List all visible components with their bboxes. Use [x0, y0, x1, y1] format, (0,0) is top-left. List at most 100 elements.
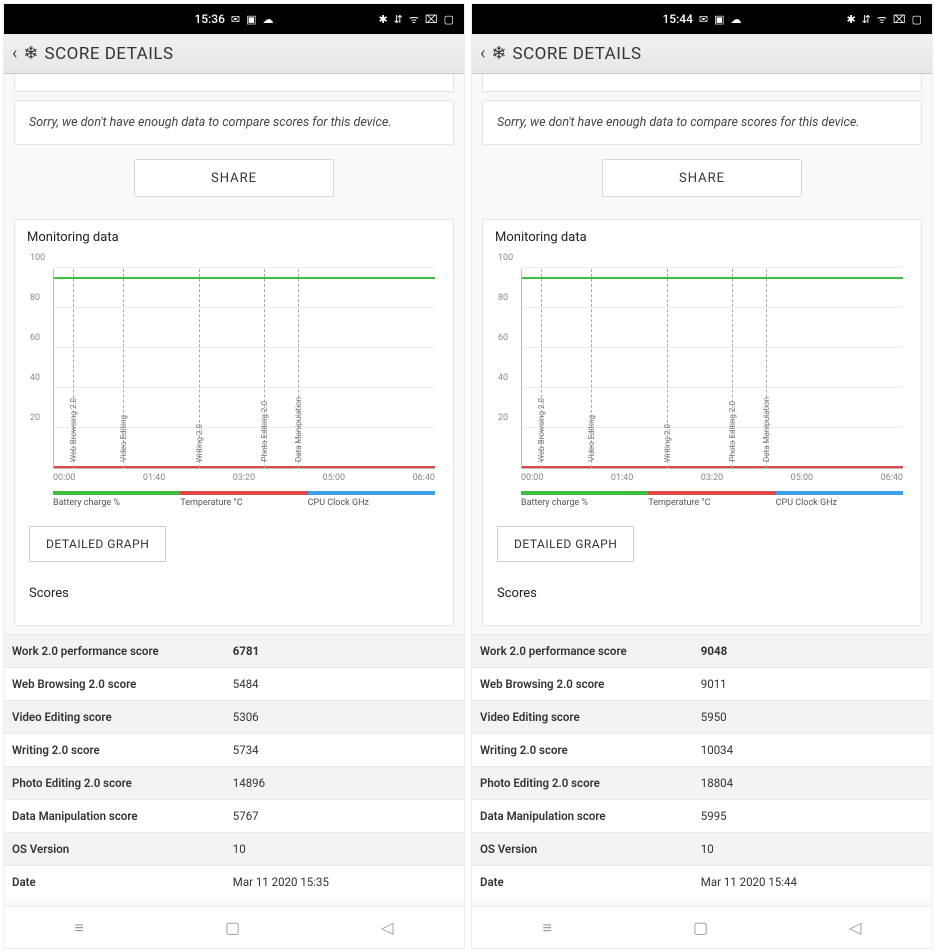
snowflake-icon: ❄ [491, 43, 506, 64]
legend-item: Battery charge % [521, 491, 648, 508]
score-label: Photo Editing 2.0 score [472, 767, 693, 800]
no-data-message: Sorry, we don't have enough data to comp… [497, 115, 907, 130]
score-label: Data Manipulation score [472, 800, 693, 833]
legend-item: Temperature °C [648, 491, 775, 508]
nav-bar: ≡ ▢ ◁ [472, 906, 932, 948]
y-axis-label: 20 [30, 413, 40, 423]
phase-label: Video Editing [119, 415, 128, 462]
chart-legend: Battery charge %Temperature °CCPU Clock … [53, 491, 435, 508]
phone-screenshot: 15:36 ✉▣☁ ✱⇵ᯤ⌧▢ ‹ ❄ SCORE DETAILSSorry, … [4, 4, 464, 948]
table-row: Work 2.0 performance score6781 [4, 635, 464, 668]
share-button[interactable]: SHARE [134, 159, 334, 197]
status-icon: ⌧ [425, 13, 438, 26]
score-value: 5995 [693, 800, 932, 833]
recent-apps-icon[interactable]: ≡ [75, 918, 84, 938]
score-label: Date [4, 866, 225, 899]
home-icon[interactable]: ▢ [225, 918, 240, 937]
x-axis-label: 00:00 [521, 473, 543, 483]
detailed-graph-button[interactable]: DETAILED GRAPH [29, 526, 166, 562]
y-axis-label: 40 [498, 373, 508, 383]
score-label: Data Manipulation score [4, 800, 225, 833]
phase-label: Video Editing [587, 415, 596, 462]
legend-item: Battery charge % [53, 491, 180, 508]
table-row: OS Version10 [472, 833, 932, 866]
line-chart: 20406080100Web Browsing 2.0Video Editing… [521, 269, 903, 469]
table-row: Photo Editing 2.0 score14896 [4, 767, 464, 800]
x-axis-label: 00:00 [53, 473, 75, 483]
score-value: 9011 [693, 668, 932, 701]
no-data-card: Sorry, we don't have enough data to comp… [482, 100, 922, 145]
y-axis-label: 80 [498, 293, 508, 303]
y-axis-label: 40 [30, 373, 40, 383]
score-value: 6781 [225, 635, 464, 668]
score-label: OS Version [472, 833, 693, 866]
scores-table: Work 2.0 performance score9048Web Browsi… [472, 634, 932, 898]
x-axis-label: 01:40 [611, 473, 633, 483]
app-bar: ‹ ❄ SCORE DETAILS [4, 34, 464, 74]
phase-label: Web Browsing 2.0 [537, 398, 546, 462]
score-value: 5767 [225, 800, 464, 833]
table-row: Writing 2.0 score10034 [472, 734, 932, 767]
page-title: SCORE DETAILS [513, 44, 642, 64]
score-value: 5734 [225, 734, 464, 767]
status-icon: ⇵ [394, 13, 403, 26]
x-axis-label: 05:00 [323, 473, 345, 483]
score-label: Web Browsing 2.0 score [472, 668, 693, 701]
page-title: SCORE DETAILS [45, 44, 174, 64]
app-bar: ‹ ❄ SCORE DETAILS [472, 34, 932, 74]
table-row: DateMar 11 2020 15:44 [472, 866, 932, 899]
status-icon: ▢ [912, 13, 922, 26]
back-icon[interactable]: ‹ [12, 43, 17, 64]
score-value: Mar 11 2020 15:44 [693, 866, 932, 899]
score-header-clip [482, 74, 922, 92]
status-icon: ✉ [231, 13, 240, 26]
status-icon: ✱ [846, 13, 855, 26]
y-axis-label: 60 [498, 333, 508, 343]
recent-apps-icon[interactable]: ≡ [543, 918, 552, 938]
status-icon: ᯤ [409, 12, 419, 27]
score-value: 5484 [225, 668, 464, 701]
score-value: 14896 [225, 767, 464, 800]
x-axis-label: 06:40 [413, 473, 435, 483]
detailed-graph-button[interactable]: DETAILED GRAPH [497, 526, 634, 562]
x-axis-label: 03:20 [701, 473, 723, 483]
score-label: Photo Editing 2.0 score [4, 767, 225, 800]
score-value: 5950 [693, 701, 932, 734]
x-axis-label: 05:00 [791, 473, 813, 483]
y-axis-label: 100 [30, 253, 45, 263]
chart-legend: Battery charge %Temperature °CCPU Clock … [521, 491, 903, 508]
back-nav-icon[interactable]: ◁ [381, 918, 393, 937]
status-icon: ▣ [246, 13, 256, 26]
y-axis-label: 60 [30, 333, 40, 343]
nav-bar: ≡ ▢ ◁ [4, 906, 464, 948]
share-button[interactable]: SHARE [602, 159, 802, 197]
snowflake-icon: ❄ [23, 43, 38, 64]
phase-label: Photo Editing 2.0 [728, 401, 737, 462]
table-row: Video Editing score5306 [4, 701, 464, 734]
score-label: Date [472, 866, 693, 899]
table-row: Web Browsing 2.0 score5484 [4, 668, 464, 701]
status-icon: ᯤ [877, 12, 887, 27]
score-label: Video Editing score [472, 701, 693, 734]
line-chart: 20406080100Web Browsing 2.0Video Editing… [53, 269, 435, 469]
back-nav-icon[interactable]: ◁ [849, 918, 861, 937]
table-row: Web Browsing 2.0 score9011 [472, 668, 932, 701]
score-label: Work 2.0 performance score [4, 635, 225, 668]
no-data-message: Sorry, we don't have enough data to comp… [29, 115, 439, 130]
status-icon: ☁ [263, 13, 274, 26]
table-row: DateMar 11 2020 15:35 [4, 866, 464, 899]
no-data-card: Sorry, we don't have enough data to comp… [14, 100, 454, 145]
table-row: Work 2.0 performance score9048 [472, 635, 932, 668]
legend-item: CPU Clock GHz [308, 491, 435, 508]
score-value: 5306 [225, 701, 464, 734]
score-label: Video Editing score [4, 701, 225, 734]
back-icon[interactable]: ‹ [480, 43, 485, 64]
phone-screenshot: 15:44 ✉▣☁ ✱⇵ᯤ⌧▢ ‹ ❄ SCORE DETAILSSorry, … [472, 4, 932, 948]
table-row: Writing 2.0 score5734 [4, 734, 464, 767]
monitoring-header: Monitoring data [15, 220, 453, 255]
score-label: Writing 2.0 score [472, 734, 693, 767]
status-time: 15:44 [662, 12, 692, 26]
home-icon[interactable]: ▢ [693, 918, 708, 937]
scores-header: Scores [27, 570, 441, 611]
phase-label: Data Manipulation [294, 397, 303, 462]
